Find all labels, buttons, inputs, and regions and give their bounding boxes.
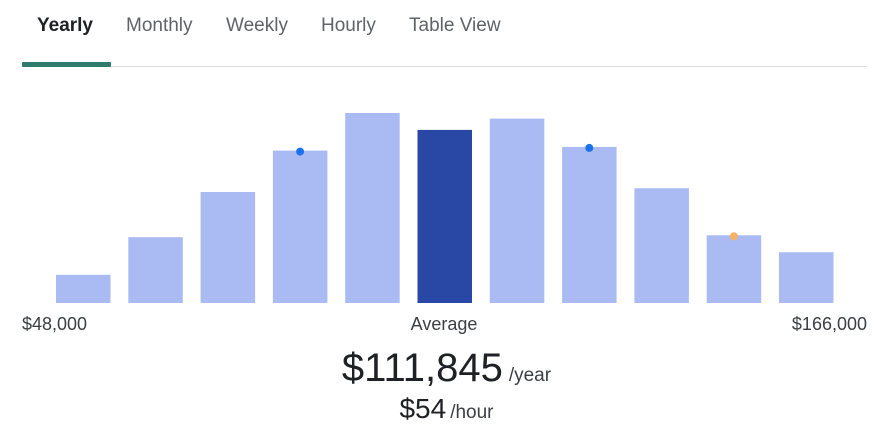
yearly-salary-unit: /year xyxy=(508,365,552,386)
pay-period-tabs: Yearly Monthly Weekly Hourly Table View xyxy=(22,0,867,67)
tab-yearly[interactable]: Yearly xyxy=(37,15,93,36)
average-bar xyxy=(417,129,472,303)
distribution-bar xyxy=(706,235,762,303)
blue-marker-dot xyxy=(296,147,305,156)
x-center-label: Average xyxy=(410,314,478,334)
distribution-bar xyxy=(779,252,834,303)
distribution-bar xyxy=(56,274,111,303)
blue-marker-dot xyxy=(585,143,594,152)
distribution-bar xyxy=(272,150,328,303)
salary-distribution-chart xyxy=(56,113,834,303)
tab-monthly[interactable]: Monthly xyxy=(126,15,193,36)
distribution-bar xyxy=(200,192,256,303)
distribution-bar xyxy=(489,118,545,303)
yearly-salary: $111,845/year xyxy=(0,346,893,391)
distribution-bar xyxy=(128,237,183,303)
hourly-salary-unit: /hour xyxy=(450,402,494,423)
x-min-label: $48,000 xyxy=(22,314,88,334)
yearly-salary-amount: $111,845 xyxy=(341,346,503,390)
distribution-bar xyxy=(562,146,617,303)
orange-marker-dot xyxy=(729,232,738,241)
distribution-bar xyxy=(634,188,689,303)
tab-table-view[interactable]: Table View xyxy=(409,15,501,36)
x-max-label: $166,000 xyxy=(791,314,867,334)
hourly-salary-amount: $54 xyxy=(399,393,447,424)
active-tab-indicator xyxy=(22,62,111,67)
distribution-bar xyxy=(345,113,400,303)
hourly-salary: $54/hour xyxy=(0,393,893,425)
tab-weekly[interactable]: Weekly xyxy=(226,15,288,36)
tab-hourly[interactable]: Hourly xyxy=(321,15,376,36)
